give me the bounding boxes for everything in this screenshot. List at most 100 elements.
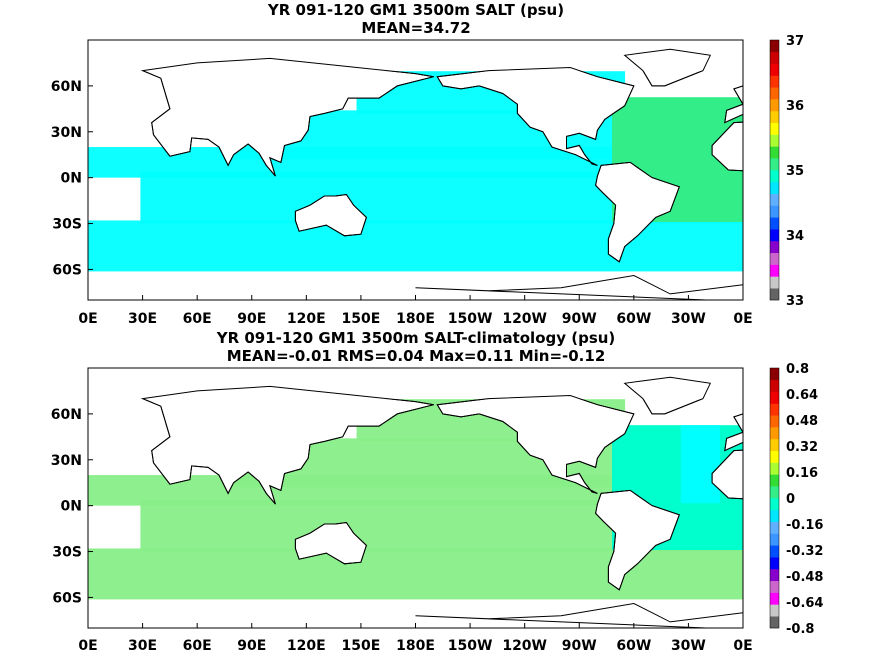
- x-tick-label: 0E: [733, 638, 752, 654]
- chart-title: YR 091-120 GM1 3500m SALT-climatology (p…: [216, 329, 616, 347]
- coastline-africa: [711, 121, 743, 172]
- colorbar-segment: [770, 462, 779, 475]
- colorbar-tick-label: 0.8: [786, 362, 809, 377]
- y-tick-label: 30S: [52, 545, 82, 561]
- y-tick-label: 60N: [51, 79, 82, 95]
- coastline-outline-australia: [294, 193, 367, 237]
- colorbar-segment: [770, 474, 779, 487]
- colorbar-segment: [770, 415, 779, 428]
- x-tick-label: 60E: [183, 638, 212, 654]
- x-tick-label: 180E: [396, 638, 435, 654]
- colorbar-segment: [770, 217, 779, 230]
- colorbar-segment: [770, 521, 779, 534]
- colorbar-segment: [770, 240, 779, 254]
- negative-anomaly-field: [680, 425, 721, 504]
- colorbar-segment: [770, 51, 779, 64]
- coastline-outline-greenland: [623, 376, 712, 415]
- x-tick-label: 180E: [396, 311, 435, 327]
- x-tick-label: 30E: [128, 638, 157, 654]
- x-tick-label: 30W: [671, 311, 706, 327]
- colorbar-segment: [770, 604, 779, 617]
- map-area: [88, 40, 743, 300]
- colorbar-tick-label: 34: [786, 229, 804, 244]
- colorbar-frame: [769, 367, 780, 629]
- colorbar-segment: [770, 438, 779, 452]
- colorbar-segment: [770, 368, 779, 381]
- chart-subtitle: MEAN=-0.01 RMS=0.04 Max=0.11 Min=-0.12: [227, 347, 606, 365]
- colorbar-segment: [770, 486, 779, 499]
- y-tick-label: 60S: [52, 590, 82, 606]
- colorbar-segment: [770, 533, 779, 546]
- colorbar-segment: [770, 568, 779, 582]
- x-tick-label: 30W: [671, 638, 706, 654]
- colorbar-tick-label: -0.16: [786, 518, 823, 533]
- coastline-outline-australia: [294, 521, 367, 565]
- colorbar-tick-label: -0.48: [786, 570, 823, 585]
- x-tick-label: 150E: [342, 638, 381, 654]
- coastline-outline-europe: [724, 85, 743, 124]
- x-tick-label: 30E: [128, 311, 157, 327]
- colorbar-tick-label: 0.64: [786, 388, 818, 403]
- colorbar: 0.8 0.64 0.48 0.32 0.16 0 -0.16 -0.32 -0.48 -0.64…: [769, 362, 823, 637]
- colorbar-tick-label: 0: [786, 492, 795, 507]
- colorbar-segment: [770, 509, 779, 522]
- colorbar-segment: [770, 379, 779, 392]
- colorbar-tick-label: 36: [786, 99, 804, 114]
- coastline-outline-namerica: [436, 66, 635, 166]
- colorbar-segment: [770, 75, 779, 88]
- chart-subtitle: MEAN=34.72: [361, 19, 470, 37]
- colorbar-tick-label: 0.48: [786, 414, 818, 429]
- coastline-outline-namerica: [436, 394, 635, 494]
- colorbar-segment: [770, 545, 779, 558]
- colorbar-tick-label: -0.32: [786, 544, 823, 559]
- colorbar-segment: [770, 40, 779, 53]
- colorbar-segment: [770, 403, 779, 416]
- colorbar-segment: [770, 122, 779, 135]
- map-area: [88, 368, 743, 628]
- colorbar-tick-label: -0.64: [786, 596, 823, 611]
- x-tick-label: 120W: [502, 311, 547, 327]
- x-tick-label: 120W: [502, 638, 547, 654]
- colorbar-segment: [770, 63, 779, 76]
- colorbar-tick-label: 0.32: [786, 440, 818, 455]
- x-tick-label: 90W: [562, 311, 597, 327]
- colorbar-segment: [770, 158, 779, 171]
- colorbar-segment: [770, 252, 779, 265]
- colorbar-segment: [770, 592, 779, 605]
- colorbar-segment: [770, 146, 779, 159]
- colorbar-tick-label: 35: [786, 164, 804, 179]
- colorbar: 37 36 35 34 33: [769, 34, 804, 309]
- colorbar-segment: [770, 181, 779, 194]
- x-tick-label: 0E: [733, 311, 752, 327]
- x-tick-label: 0E: [78, 311, 97, 327]
- coastline-outline-asia: [140, 385, 434, 505]
- colorbar-frame: [769, 39, 780, 301]
- colorbar-tick-label: 0.16: [786, 466, 818, 481]
- y-tick-label: 30S: [52, 217, 82, 233]
- x-tick-label: 150W: [448, 638, 493, 654]
- x-tick-label: 90W: [562, 638, 597, 654]
- x-tick-label: 120E: [287, 311, 326, 327]
- colorbar-segment: [770, 427, 779, 440]
- colorbar-segment: [770, 134, 779, 147]
- coastline-outline-samerica: [595, 489, 680, 591]
- y-tick-label: 30N: [51, 453, 82, 469]
- y-tick-label: 0N: [61, 171, 82, 187]
- y-tick-label: 60S: [52, 262, 82, 278]
- coastline-outline-antarctica: [415, 602, 743, 628]
- colorbar-segment: [770, 580, 779, 593]
- colorbar-tick-label: -0.8: [786, 622, 814, 637]
- coastline-outline-europe: [724, 413, 743, 452]
- x-tick-label: 90E: [237, 311, 266, 327]
- colorbar-segment: [770, 110, 779, 124]
- colorbar-segment: [770, 205, 779, 218]
- colorbar-segment: [770, 276, 779, 289]
- colorbar-segment: [770, 391, 779, 404]
- colorbar-tick-label: 37: [786, 34, 804, 49]
- colorbar-segment: [770, 229, 779, 242]
- colorbar-segment: [770, 87, 779, 100]
- coastline-outline-asia: [140, 57, 434, 177]
- x-tick-label: 120E: [287, 638, 326, 654]
- panel-1: YR 091-120 GM1 3500m SALT (psu)MEAN=34.7…: [51, 1, 804, 327]
